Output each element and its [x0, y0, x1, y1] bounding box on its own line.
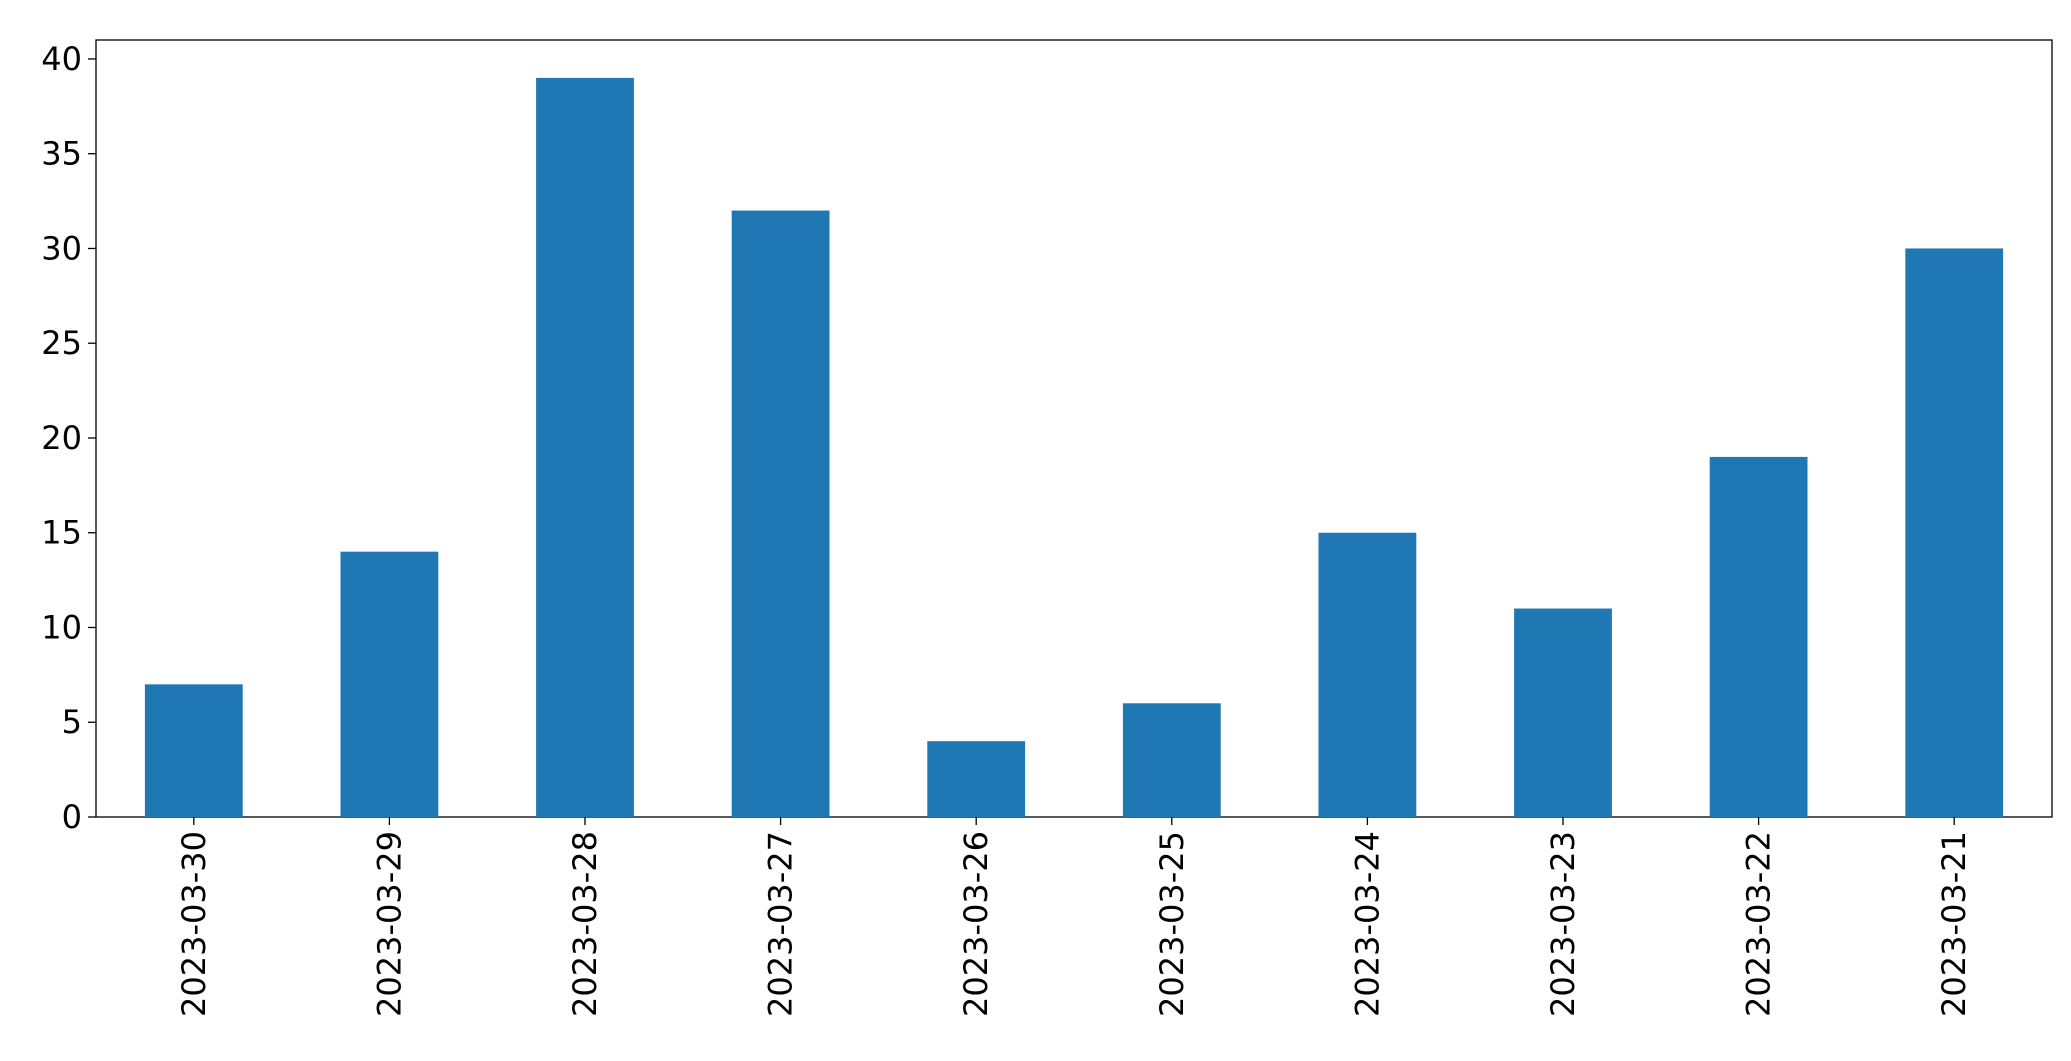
y-tick-label: 0 — [62, 798, 82, 836]
y-tick-label: 40 — [41, 40, 82, 78]
bar — [1122, 703, 1221, 817]
x-tick-label: 2023-03-25 — [1153, 831, 1191, 1017]
y-tick-label: 20 — [41, 419, 82, 457]
y-tick-label: 25 — [41, 324, 82, 362]
bar — [340, 551, 439, 817]
x-tick-label: 2023-03-21 — [1935, 831, 1973, 1017]
bar — [144, 684, 243, 817]
bar — [1318, 532, 1417, 817]
bar — [536, 77, 634, 817]
x-tick-label: 2023-03-22 — [1740, 831, 1778, 1017]
x-tick-label: 2023-03-29 — [370, 831, 408, 1017]
bar — [1905, 248, 2004, 818]
y-tick-label: 5 — [62, 703, 82, 741]
x-tick-label: 2023-03-23 — [1544, 831, 1582, 1017]
y-tick-label: 30 — [41, 229, 82, 267]
bar — [731, 210, 830, 817]
y-tick-label: 35 — [41, 135, 82, 173]
y-tick-label: 10 — [41, 608, 82, 646]
bar — [1709, 456, 1808, 817]
x-tick-label: 2023-03-26 — [957, 831, 995, 1017]
y-tick-label: 15 — [41, 514, 82, 552]
plot-frame — [95, 39, 2053, 818]
x-tick-label: 2023-03-24 — [1348, 831, 1386, 1017]
bar — [1514, 608, 1612, 817]
x-tick-label: 2023-03-27 — [762, 831, 800, 1017]
x-tick-label: 2023-03-28 — [566, 831, 604, 1017]
x-tick-label: 2023-03-30 — [175, 831, 213, 1017]
bar — [927, 741, 1026, 817]
